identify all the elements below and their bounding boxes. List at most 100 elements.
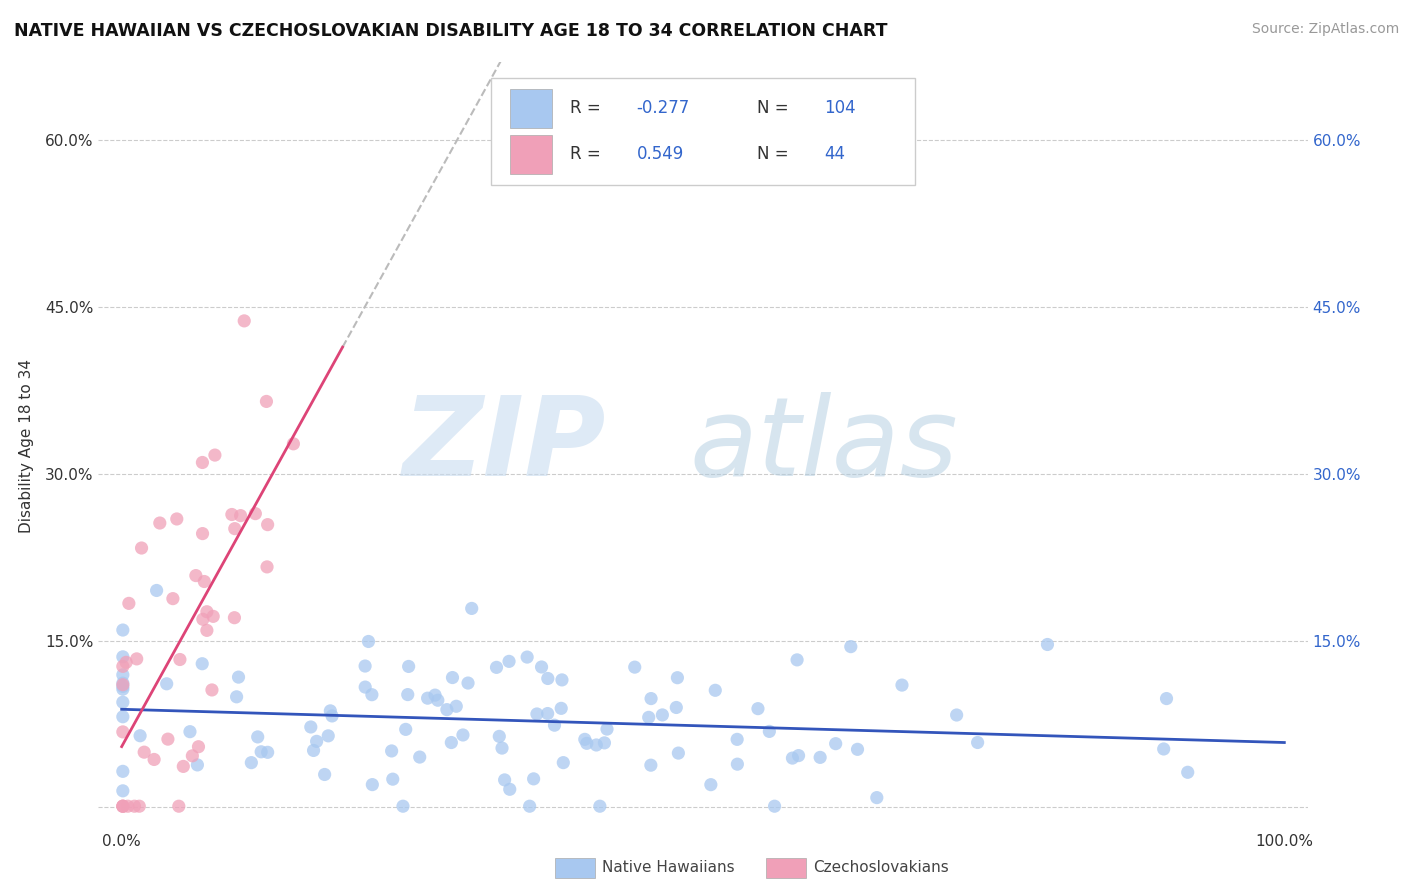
Point <box>167 799 190 814</box>
Point <box>354 659 377 673</box>
Point <box>357 634 380 648</box>
Point <box>725 757 748 772</box>
Point <box>651 707 673 722</box>
Point <box>240 756 263 770</box>
Point <box>543 718 565 732</box>
Point <box>128 799 150 814</box>
Point <box>299 720 322 734</box>
Point <box>321 709 343 723</box>
Point <box>839 640 862 654</box>
Point <box>191 455 214 469</box>
Point <box>440 735 463 749</box>
Point <box>145 583 167 598</box>
Point <box>111 784 134 798</box>
Point <box>169 652 191 666</box>
Point <box>187 739 209 754</box>
Point <box>111 676 134 690</box>
Point <box>124 799 146 814</box>
Point <box>574 732 596 747</box>
Point <box>457 676 479 690</box>
Point <box>283 437 305 451</box>
Point <box>426 693 449 707</box>
Point <box>195 605 218 619</box>
Point <box>256 394 278 409</box>
Point <box>787 748 810 763</box>
Text: -0.277: -0.277 <box>637 100 690 118</box>
Point <box>225 690 247 704</box>
Point <box>204 448 226 462</box>
FancyBboxPatch shape <box>509 89 551 128</box>
Point <box>224 610 246 624</box>
Point <box>1036 638 1059 652</box>
Point <box>786 653 808 667</box>
Point <box>191 526 214 541</box>
Point <box>485 660 508 674</box>
Point <box>891 678 914 692</box>
Point <box>191 612 214 626</box>
Point <box>516 650 538 665</box>
Point <box>111 799 134 814</box>
Point <box>118 596 141 610</box>
Point <box>111 710 134 724</box>
Point <box>361 688 384 702</box>
Point <box>256 560 278 574</box>
Point <box>193 574 215 589</box>
Point <box>498 654 520 668</box>
Text: 104: 104 <box>824 100 855 118</box>
Point <box>451 728 474 742</box>
Point <box>526 706 548 721</box>
Point <box>245 507 267 521</box>
Text: ZIP: ZIP <box>402 392 606 500</box>
Point <box>111 799 134 814</box>
Point <box>491 741 513 756</box>
Point <box>186 758 208 772</box>
Point <box>488 730 510 744</box>
Point <box>808 750 831 764</box>
Point <box>553 756 575 770</box>
Point <box>111 799 134 814</box>
Point <box>596 722 619 736</box>
Point <box>115 656 138 670</box>
Point <box>550 701 572 715</box>
Point <box>747 701 769 715</box>
Point <box>111 649 134 664</box>
Point <box>446 699 468 714</box>
Point <box>763 799 786 814</box>
Point <box>256 745 278 759</box>
Point <box>499 782 522 797</box>
Text: Czechoslovakians: Czechoslovakians <box>813 861 949 875</box>
Point <box>593 736 616 750</box>
Point <box>846 742 869 756</box>
Point <box>441 671 464 685</box>
Point <box>585 738 607 752</box>
Text: NATIVE HAWAIIAN VS CZECHOSLOVAKIAN DISABILITY AGE 18 TO 34 CORRELATION CHART: NATIVE HAWAIIAN VS CZECHOSLOVAKIAN DISAB… <box>14 22 887 40</box>
Point <box>1177 765 1199 780</box>
Point <box>1153 742 1175 756</box>
Point <box>166 512 188 526</box>
Point <box>782 751 804 765</box>
Point <box>111 678 134 692</box>
Point <box>537 706 560 721</box>
Point <box>229 508 252 523</box>
Point <box>519 799 541 814</box>
Point <box>665 700 688 714</box>
Point <box>184 568 207 582</box>
Point <box>395 723 418 737</box>
Text: R =: R = <box>569 145 600 163</box>
Point <box>316 729 339 743</box>
Point <box>537 672 560 686</box>
Point <box>494 772 516 787</box>
Point <box>246 730 269 744</box>
Text: 44: 44 <box>824 145 845 163</box>
Point <box>179 724 201 739</box>
Point <box>111 680 134 694</box>
FancyBboxPatch shape <box>509 136 551 174</box>
FancyBboxPatch shape <box>492 78 915 186</box>
Point <box>156 732 179 747</box>
Point <box>461 601 484 615</box>
Point <box>758 724 780 739</box>
Point <box>162 591 184 606</box>
Point <box>143 752 166 766</box>
Y-axis label: Disability Age 18 to 34: Disability Age 18 to 34 <box>18 359 34 533</box>
Point <box>575 736 598 750</box>
